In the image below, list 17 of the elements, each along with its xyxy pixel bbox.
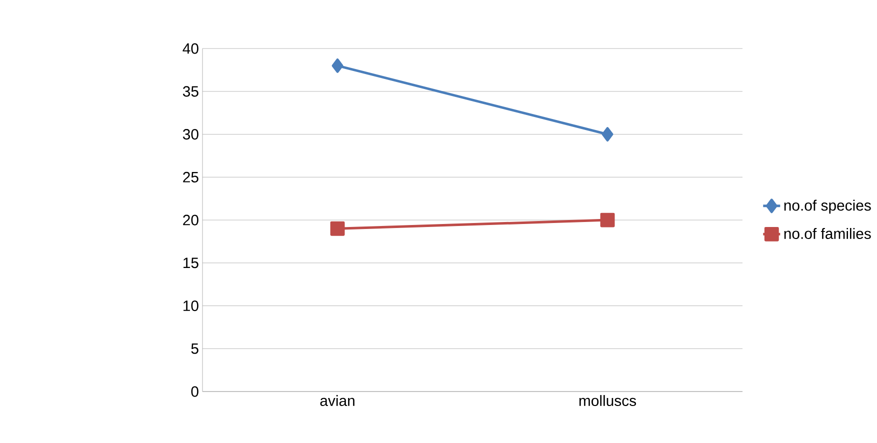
y-tick-label: 20 bbox=[183, 214, 198, 226]
point bbox=[330, 221, 345, 236]
x-tick-label: molluscs bbox=[579, 395, 636, 406]
y-tick-label: 40 bbox=[182, 43, 198, 54]
legend-label: no.of families bbox=[784, 228, 871, 239]
y-tick-label: 0 bbox=[191, 386, 198, 397]
y-tick-label: 5 bbox=[191, 343, 198, 354]
point bbox=[600, 212, 615, 228]
legend-label: no.of species bbox=[784, 200, 871, 214]
point bbox=[602, 127, 614, 142]
y-tick-label: 15 bbox=[184, 258, 198, 268]
y-tick-label: 25 bbox=[183, 172, 198, 182]
y-tick-label: 30 bbox=[182, 128, 198, 140]
x-tick-label: avian bbox=[320, 395, 354, 406]
y-tick-label: 35 bbox=[182, 86, 198, 97]
y-tick-label: 10 bbox=[184, 300, 198, 312]
point bbox=[332, 58, 344, 73]
